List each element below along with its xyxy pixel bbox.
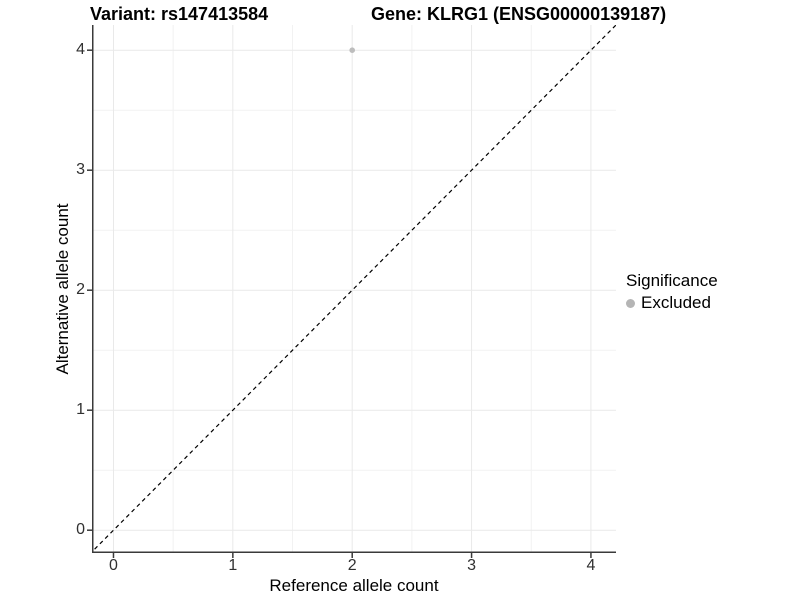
plot-title-gene: Gene: KLRG1 (ENSG00000139187) — [371, 4, 667, 24]
plot-panel — [87, 25, 616, 558]
y-tick-label: 3 — [76, 161, 85, 179]
legend-title: Significance — [626, 271, 718, 290]
x-tick-label: 3 — [467, 557, 477, 574]
y-tick-label: 0 — [76, 521, 85, 539]
data-point — [349, 47, 356, 53]
legend-entry-label: Excluded — [641, 293, 711, 312]
legend: Significance Excluded — [626, 271, 718, 313]
y-tick-label: 4 — [76, 41, 85, 59]
x-tick-label: 4 — [586, 557, 596, 574]
y-tick-label: 1 — [76, 401, 85, 419]
x-tick-label: 1 — [228, 557, 238, 574]
plot-title-variant: Variant: rs147413584 — [90, 4, 269, 24]
legend-point-icon — [626, 298, 635, 308]
x-tick-label: 0 — [109, 557, 118, 574]
y-tick-label: 2 — [76, 281, 85, 299]
legend-entry-excluded: Excluded — [626, 293, 718, 313]
x-axis-title: Reference allele count — [269, 576, 439, 595]
x-tick-label: 2 — [347, 557, 357, 574]
